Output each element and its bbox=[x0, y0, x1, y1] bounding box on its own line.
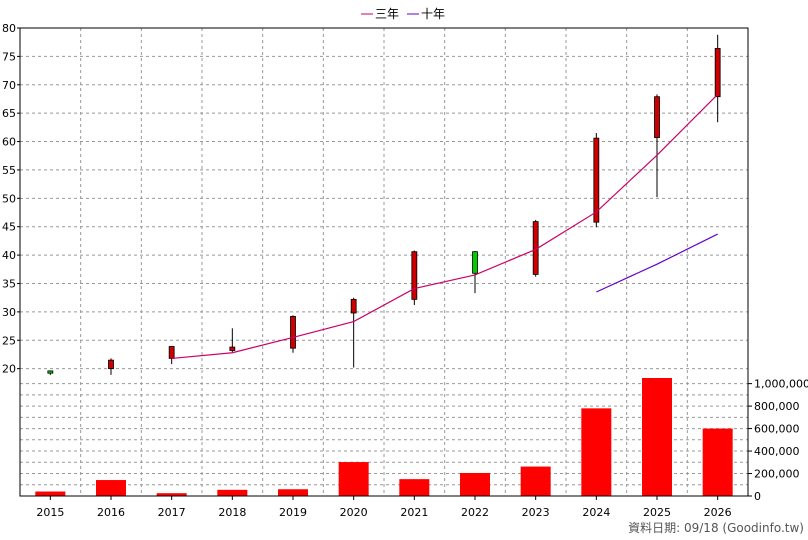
price-tick-label: 30 bbox=[2, 306, 16, 319]
year-tick-label: 2015 bbox=[36, 506, 64, 519]
chart-legend: 三年 十年 bbox=[361, 7, 445, 21]
candle-body bbox=[47, 370, 54, 374]
price-tick-label: 45 bbox=[2, 221, 16, 234]
candle-body bbox=[714, 48, 721, 98]
year-tick-label: 2024 bbox=[582, 506, 610, 519]
year-axis-ticks: 2015 2016 2017 2018 2019 2020 2021 2022 2023 2024… bbox=[36, 496, 732, 519]
legend-label-ma3: 三年 bbox=[375, 7, 399, 21]
price-tick-label: 50 bbox=[2, 192, 16, 205]
price-tick-label: 75 bbox=[2, 50, 16, 63]
year-tick-label: 2026 bbox=[704, 506, 732, 519]
volume-tick-label: 1,000,000 bbox=[754, 378, 808, 391]
year-tick-label: 2022 bbox=[461, 506, 489, 519]
volume-bar bbox=[520, 466, 551, 496]
data-date-footer: 資料日期: 09/18 (Goodinfo.tw) bbox=[628, 521, 804, 535]
plot-border bbox=[19, 27, 749, 497]
year-tick-label: 2020 bbox=[340, 506, 368, 519]
candle-body bbox=[472, 251, 478, 274]
volume-bar bbox=[96, 480, 126, 496]
price-tick-label: 40 bbox=[2, 249, 16, 262]
volume-bar bbox=[338, 462, 369, 496]
volume-bar bbox=[156, 493, 187, 496]
volume-bar bbox=[217, 489, 248, 496]
candle-body bbox=[290, 316, 296, 349]
candle-body bbox=[411, 251, 418, 300]
volume-bar bbox=[581, 408, 612, 496]
year-tick-label: 2025 bbox=[643, 506, 671, 519]
year-tick-label: 2023 bbox=[522, 506, 550, 519]
volume-tick-label: 600,000 bbox=[754, 423, 800, 436]
volume-tick-label: 0 bbox=[754, 490, 761, 503]
volume-tick-label: 400,000 bbox=[754, 445, 800, 458]
price-axis-ticks: 20 25 30 35 40 45 50 55 60 65 70 75 80 bbox=[2, 22, 20, 376]
volume-tick-label: 200,000 bbox=[754, 468, 800, 481]
ma10-line bbox=[596, 233, 718, 293]
price-tick-label: 65 bbox=[2, 107, 16, 120]
price-tick-label: 20 bbox=[2, 363, 16, 376]
price-tick-label: 25 bbox=[2, 334, 16, 347]
candle-body bbox=[593, 137, 600, 223]
price-tick-label: 60 bbox=[2, 136, 16, 149]
volume-tick-label: 800,000 bbox=[754, 400, 800, 413]
legend-label-ma10: 十年 bbox=[421, 7, 445, 21]
volume-bar bbox=[278, 489, 308, 496]
candle-body bbox=[108, 359, 114, 370]
volume-bar bbox=[35, 491, 66, 496]
price-tick-label: 55 bbox=[2, 164, 16, 177]
ma3-line bbox=[171, 94, 719, 360]
candle-body bbox=[168, 346, 175, 359]
moving-average-lines bbox=[171, 94, 719, 360]
price-tick-label: 70 bbox=[2, 79, 16, 92]
grid-lines bbox=[20, 28, 748, 496]
volume-bar bbox=[702, 428, 733, 496]
year-tick-label: 2016 bbox=[97, 506, 125, 519]
price-tick-label: 35 bbox=[2, 277, 16, 290]
volume-bars bbox=[35, 378, 733, 496]
candlesticks bbox=[47, 34, 721, 375]
year-tick-label: 2019 bbox=[279, 506, 307, 519]
price-tick-label: 80 bbox=[2, 22, 16, 35]
volume-axis-ticks: 0 200,000 400,000 600,000 800,000 1,000,000 bbox=[748, 378, 808, 503]
year-tick-label: 2018 bbox=[218, 506, 246, 519]
year-tick-label: 2017 bbox=[158, 506, 186, 519]
volume-bar bbox=[460, 472, 490, 496]
candle-body bbox=[654, 96, 660, 138]
year-tick-label: 2021 bbox=[400, 506, 428, 519]
volume-bar bbox=[399, 479, 430, 496]
candle-body bbox=[229, 346, 236, 351]
plot-frame bbox=[19, 27, 749, 497]
candle-body bbox=[350, 298, 357, 314]
volume-bar bbox=[642, 378, 672, 496]
